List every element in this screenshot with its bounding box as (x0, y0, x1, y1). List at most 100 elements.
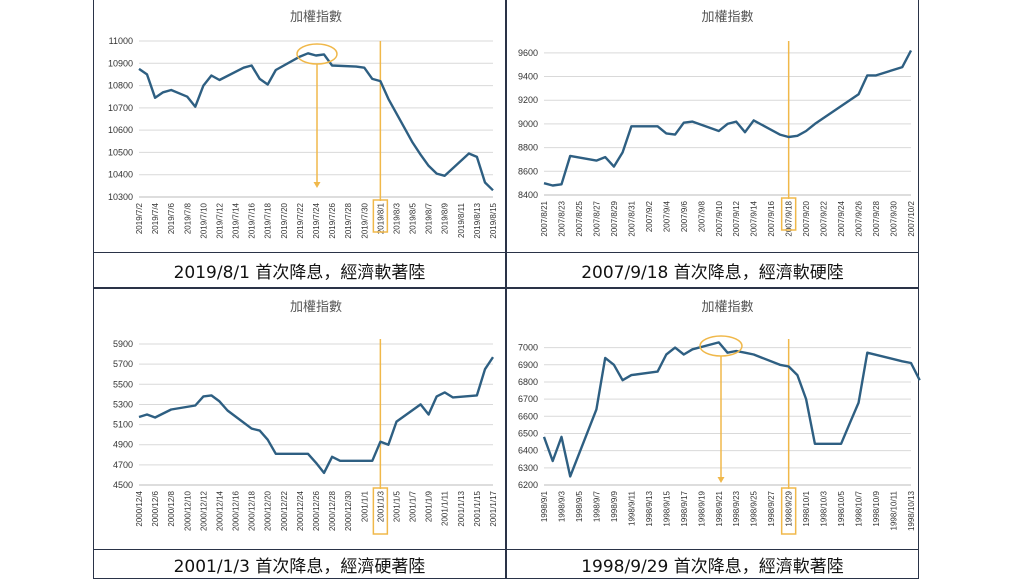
x-tick-label: 2019/7/8 (183, 202, 192, 234)
y-tick-label: 9200 (518, 95, 538, 105)
y-tick-label: 11000 (109, 36, 133, 46)
y-tick-label: 6600 (518, 411, 538, 421)
index-series-line (542, 341, 921, 478)
y-tick-label: 10500 (108, 147, 133, 157)
x-tick-label: 2019/7/22 (296, 202, 305, 238)
x-tick-label: 2001/1/7 (409, 490, 418, 522)
x-tick-label: 2019/7/30 (360, 202, 369, 238)
x-tick-label: 2007/10/2 (907, 200, 916, 236)
x-tick-label: 2007/9/12 (732, 200, 741, 236)
x-tick-label: 2019/7/20 (280, 202, 289, 238)
x-tick-label: 2019/7/24 (312, 202, 321, 238)
x-tick-label: 2001/1/13 (457, 490, 466, 526)
x-tick-label: 1998/9/7 (592, 490, 601, 522)
x-tick-label: 1998/9/17 (680, 490, 689, 526)
x-tick-label: 2007/9/28 (872, 200, 881, 236)
y-tick-label: 10900 (108, 58, 133, 68)
x-tick-label: 2000/12/16 (232, 490, 241, 531)
x-tick-label: 2007/8/25 (575, 200, 584, 236)
arrow-head-icon (717, 477, 725, 483)
x-tick-label: 2007/9/8 (697, 200, 706, 232)
y-tick-label: 10300 (108, 192, 133, 202)
x-tick-label: 1998/10/5 (837, 490, 846, 526)
y-tick-label: 6800 (518, 377, 538, 387)
x-tick-label: 2019/8/1 (376, 202, 385, 234)
x-tick-label: 2019/8/13 (473, 202, 482, 238)
y-tick-label: 4700 (113, 460, 133, 470)
rate-cut-date-box (780, 487, 797, 535)
y-tick-label: 6200 (518, 480, 538, 490)
arrow-head-icon (313, 182, 321, 188)
x-tick-label: 2007/9/22 (820, 200, 829, 236)
x-tick-label: 2007/9/24 (837, 200, 846, 236)
x-tick-label: 1998/9/13 (645, 490, 654, 526)
x-tick-label: 2007/8/27 (592, 200, 601, 236)
x-tick-label: 2019/7/4 (151, 202, 160, 234)
x-tick-label: 2019/8/9 (441, 202, 450, 234)
x-tick-label: 2007/8/31 (627, 200, 636, 236)
x-tick-label: 2019/7/18 (264, 202, 273, 238)
chart-panel: 加權指數 8400 8600 8800 9000 9200 9400 9600 2007/8/2… (506, 0, 919, 254)
chart-caption: 1998/9/29 首次降息，經濟軟著陸 (506, 549, 919, 579)
y-tick-label: 8400 (518, 190, 538, 200)
x-tick-label: 2019/8/3 (392, 202, 401, 234)
chart-title: 加權指數 (290, 300, 342, 315)
x-tick-label: 2007/9/14 (750, 200, 759, 236)
x-tick-label: 1998/9/11 (627, 490, 636, 526)
y-tick-label: 5700 (113, 359, 133, 369)
chart-panel: 加權指數 4500 4700 4900 5100 5300 5500 5700 5900 2000… (93, 288, 506, 552)
index-series-line (543, 49, 913, 187)
y-tick-label: 5500 (113, 379, 133, 389)
x-tick-label: 2019/7/16 (248, 202, 257, 238)
x-tick-label: 1998/9/5 (575, 490, 584, 522)
index-series-line (138, 52, 494, 192)
x-tick-label: 1998/10/1 (802, 490, 811, 526)
x-tick-label: 2019/7/28 (344, 202, 353, 238)
y-tick-label: 6500 (518, 428, 538, 438)
y-tick-label: 8800 (518, 143, 538, 153)
y-tick-label: 10400 (108, 170, 133, 180)
chart-panel: 加權指數 6200 6300 6400 6500 6600 6700 6800 6900 7000… (506, 288, 921, 552)
x-tick-label: 1998/10/13 (907, 490, 916, 531)
x-tick-label: 2007/9/10 (715, 200, 724, 236)
chart-title: 加權指數 (701, 300, 753, 315)
x-tick-label: 1998/9/25 (750, 490, 759, 526)
y-tick-label: 8600 (518, 166, 538, 176)
y-tick-label: 6700 (518, 394, 538, 404)
x-tick-label: 2001/1/5 (392, 490, 401, 522)
x-tick-label: 2000/12/14 (215, 490, 224, 531)
x-tick-label: 2019/7/10 (199, 202, 208, 238)
y-tick-label: 10800 (108, 81, 133, 91)
x-tick-label: 2001/1/15 (473, 490, 482, 526)
x-tick-label: 2000/12/28 (328, 490, 337, 531)
x-tick-label: 1998/9/15 (662, 490, 671, 526)
y-tick-label: 10700 (108, 103, 133, 113)
chart-caption: 2007/9/18 首次降息，經濟軟硬陸 (506, 252, 919, 288)
x-tick-label: 1998/9/3 (557, 490, 566, 522)
y-tick-label: 5900 (113, 339, 133, 349)
x-tick-label: 2019/7/26 (328, 202, 337, 238)
x-tick-label: 2001/1/3 (376, 490, 385, 522)
y-tick-label: 9000 (518, 119, 538, 129)
x-tick-label: 2019/7/6 (167, 202, 176, 234)
y-tick-label: 7000 (518, 343, 538, 353)
x-tick-label: 1998/9/21 (715, 490, 724, 526)
x-tick-label: 2019/8/7 (425, 202, 434, 234)
x-tick-label: 1998/9/29 (785, 490, 794, 526)
x-tick-label: 1998/9/23 (732, 490, 741, 526)
x-tick-label: 2007/8/21 (540, 200, 549, 236)
x-tick-label: 2007/9/6 (680, 200, 689, 232)
x-tick-label: 2007/9/26 (855, 200, 864, 236)
x-tick-label: 2007/8/23 (557, 200, 566, 236)
x-tick-label: 1998/10/7 (855, 490, 864, 526)
x-tick-label: 2000/12/20 (264, 490, 273, 531)
x-tick-label: 2007/9/20 (802, 200, 811, 236)
x-tick-label: 2001/1/1 (360, 490, 369, 522)
x-tick-label: 2000/12/24 (296, 490, 305, 531)
rate-cut-date-box (372, 487, 389, 535)
x-tick-label: 2000/12/12 (199, 490, 208, 531)
